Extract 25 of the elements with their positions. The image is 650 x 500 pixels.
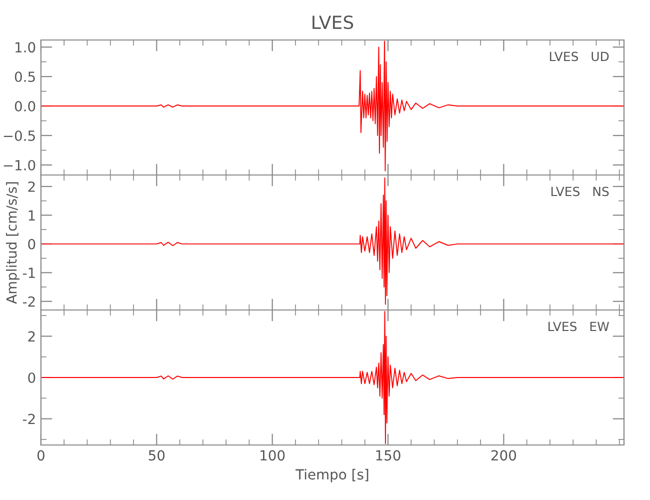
annotation: LVES NS xyxy=(551,186,609,196)
y-tick-label: -2 xyxy=(22,296,35,307)
y-tick-label: 0 xyxy=(28,238,36,250)
y-tick-label: 2 xyxy=(28,181,35,192)
x-tick-label: 50 xyxy=(148,450,165,461)
line-series xyxy=(40,177,624,305)
y-tick-label: −1.0 xyxy=(4,160,36,170)
x-axis-title: Tiempo [s] xyxy=(296,468,368,482)
x-tick-label: 0 xyxy=(37,450,44,461)
y-tick-label: 1 xyxy=(28,210,35,220)
annotation: LVES UD xyxy=(550,52,609,62)
y-tick-label: -2 xyxy=(22,414,35,424)
annotation: LVES EW xyxy=(548,322,610,332)
y-axis-title: Amplitud [cm/s/s] xyxy=(6,182,20,304)
chart-title: LVES xyxy=(312,15,354,30)
y-tick-label: 2 xyxy=(28,331,35,342)
y-tick-label: 0.5 xyxy=(14,72,35,82)
y-tick-label: -1 xyxy=(22,268,35,278)
x-tick-label: 100 xyxy=(260,450,285,461)
y-tick-label: −0.5 xyxy=(4,130,35,141)
y-tick-label: 0 xyxy=(28,372,36,383)
y-tick-label: 1.0 xyxy=(16,42,36,53)
x-tick-label: 150 xyxy=(376,450,400,461)
x-tick-label: 200 xyxy=(491,450,516,461)
y-tick-label: 0.0 xyxy=(14,100,36,112)
